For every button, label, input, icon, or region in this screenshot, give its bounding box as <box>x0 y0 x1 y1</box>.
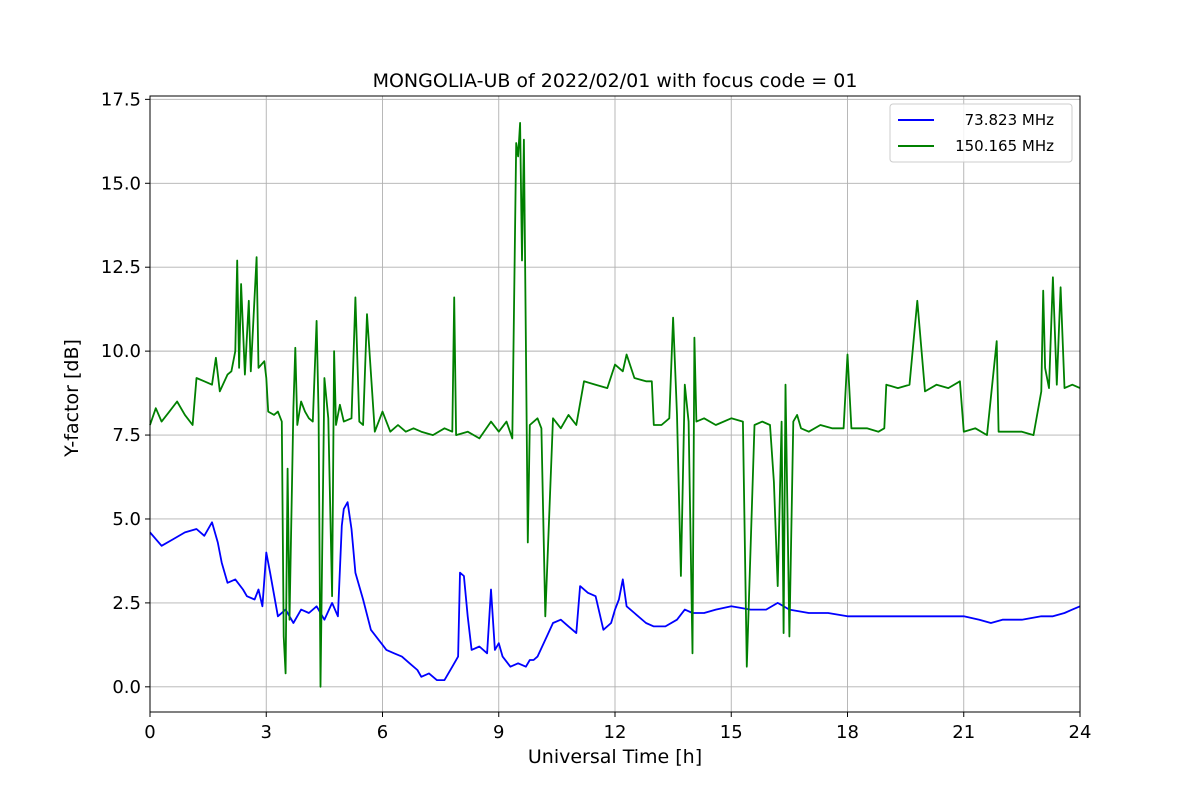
x-tick-label: 0 <box>144 722 155 743</box>
x-tick-label: 24 <box>1069 722 1092 743</box>
x-tick-label: 21 <box>952 722 975 743</box>
legend: 73.823 MHz 150.165 MHz <box>889 103 1073 163</box>
y-axis-label: Y-factor [dB] <box>61 339 83 458</box>
axis-ticks: 0 3 6 9 12 15 18 21 24 0.0 2.5 5.0 7.5 10.0 12.5 15.0 17… <box>101 89 1092 743</box>
x-tick-label: 15 <box>720 722 743 743</box>
y-tick-label: 2.5 <box>112 593 141 614</box>
y-tick-label: 5.0 <box>112 509 141 530</box>
y-tick-label: 15.0 <box>101 173 141 194</box>
y-tick-label: 0.0 <box>112 677 141 698</box>
legend-label: 150.165 MHz <box>955 137 1054 155</box>
series-lines <box>149 122 1081 688</box>
series-line-150-165-mhz <box>149 122 1081 688</box>
x-tick-label: 9 <box>493 722 504 743</box>
legend-label: 73.823 MHz <box>965 111 1054 129</box>
x-axis-label: Universal Time [h] <box>528 746 702 768</box>
x-tick-label: 6 <box>377 722 388 743</box>
x-tick-label: 3 <box>261 722 272 743</box>
y-tick-label: 10.0 <box>101 341 141 362</box>
series-line-73-823-mhz <box>149 501 1081 681</box>
x-tick-label: 18 <box>836 722 859 743</box>
y-tick-label: 12.5 <box>101 257 141 278</box>
chart-title: MONGOLIA-UB of 2022/02/01 with focus cod… <box>373 70 858 92</box>
x-tick-label: 12 <box>604 722 627 743</box>
legend-box <box>889 103 1073 163</box>
y-tick-label: 7.5 <box>112 425 141 446</box>
y-tick-label: 17.5 <box>101 89 141 110</box>
